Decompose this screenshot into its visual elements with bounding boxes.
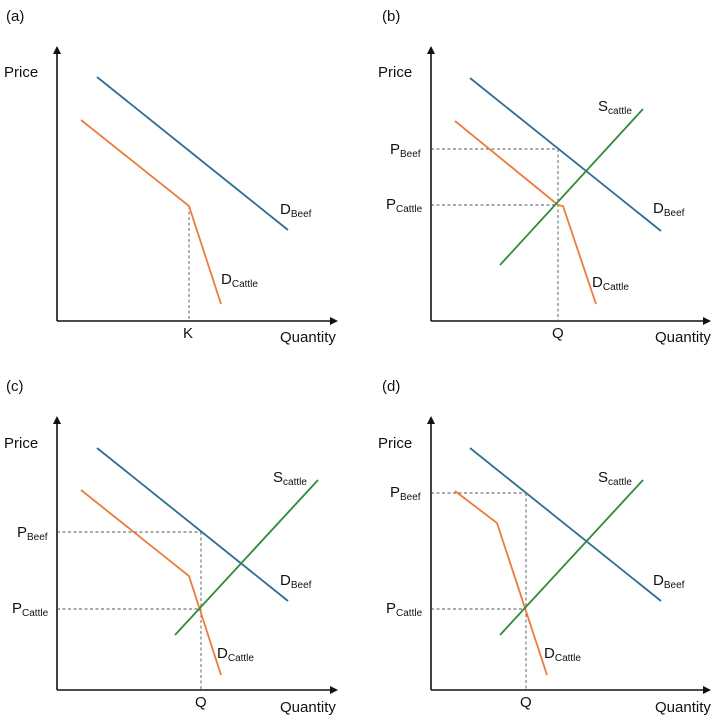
panel-a: (a) Price Quantity DBeef DCattle K [4,8,338,346]
cattle-price-label: PCattle [386,600,423,619]
cattle-demand-curve [454,490,548,676]
cattle-demand-label: DCattle [217,645,254,664]
cattle-supply-label: Scattle [273,469,307,488]
q-tick-label: Q [520,694,532,711]
cattle-supply-curve [499,108,644,266]
cattle-price-label: PCattle [12,600,49,619]
beef-demand-label: DBeef [280,572,312,591]
beef-demand-label: DBeef [653,200,685,219]
price-axis-label: Price [378,64,412,81]
panel-tag: (b) [382,8,400,25]
panel-c: (c) Price Quantity Scattle DBeef DCattle… [4,378,338,716]
panel-tag: (d) [382,378,400,395]
quantity-axis-label: Quantity [655,329,711,346]
cattle-supply-curve [174,479,319,636]
cattle-supply-label: Scattle [598,469,632,488]
cattle-supply-curve [499,479,644,636]
beef-price-label: PBeef [390,141,421,160]
cattle-demand-curve [80,119,222,305]
beef-demand-label: DBeef [653,572,685,591]
panel-tag: (c) [6,378,24,395]
panel-d: (d) Price Quantity Scattle DBeef DCattle… [378,378,711,716]
beef-price-label: PBeef [17,524,48,543]
cattle-price-label: PCattle [386,196,423,215]
beef-demand-label: DBeef [280,201,312,220]
cattle-demand-label: DCattle [221,271,258,290]
cattle-demand-curve [80,489,222,676]
quantity-axis-label: Quantity [655,699,711,716]
q-tick-label: Q [552,325,564,342]
cattle-demand-curve [454,120,597,305]
cattle-supply-label: Scattle [598,98,632,117]
panel-tag: (a) [6,8,24,25]
cattle-demand-label: DCattle [592,274,629,293]
price-axis-label: Price [4,64,38,81]
beef-demand-curve [469,447,662,602]
beef-demand-curve [469,77,662,232]
k-tick-label: K [183,325,193,342]
q-tick-label: Q [195,694,207,711]
quantity-axis-label: Quantity [280,329,336,346]
beef-demand-curve [96,447,289,602]
panel-b: (b) Price Quantity Scattle DBeef DCattle… [378,8,711,346]
quantity-axis-label: Quantity [280,699,336,716]
price-axis-label: Price [378,435,412,452]
beef-demand-curve [96,76,289,231]
price-axis-label: Price [4,435,38,452]
beef-price-label: PBeef [390,484,421,503]
cattle-demand-label: DCattle [544,645,581,664]
